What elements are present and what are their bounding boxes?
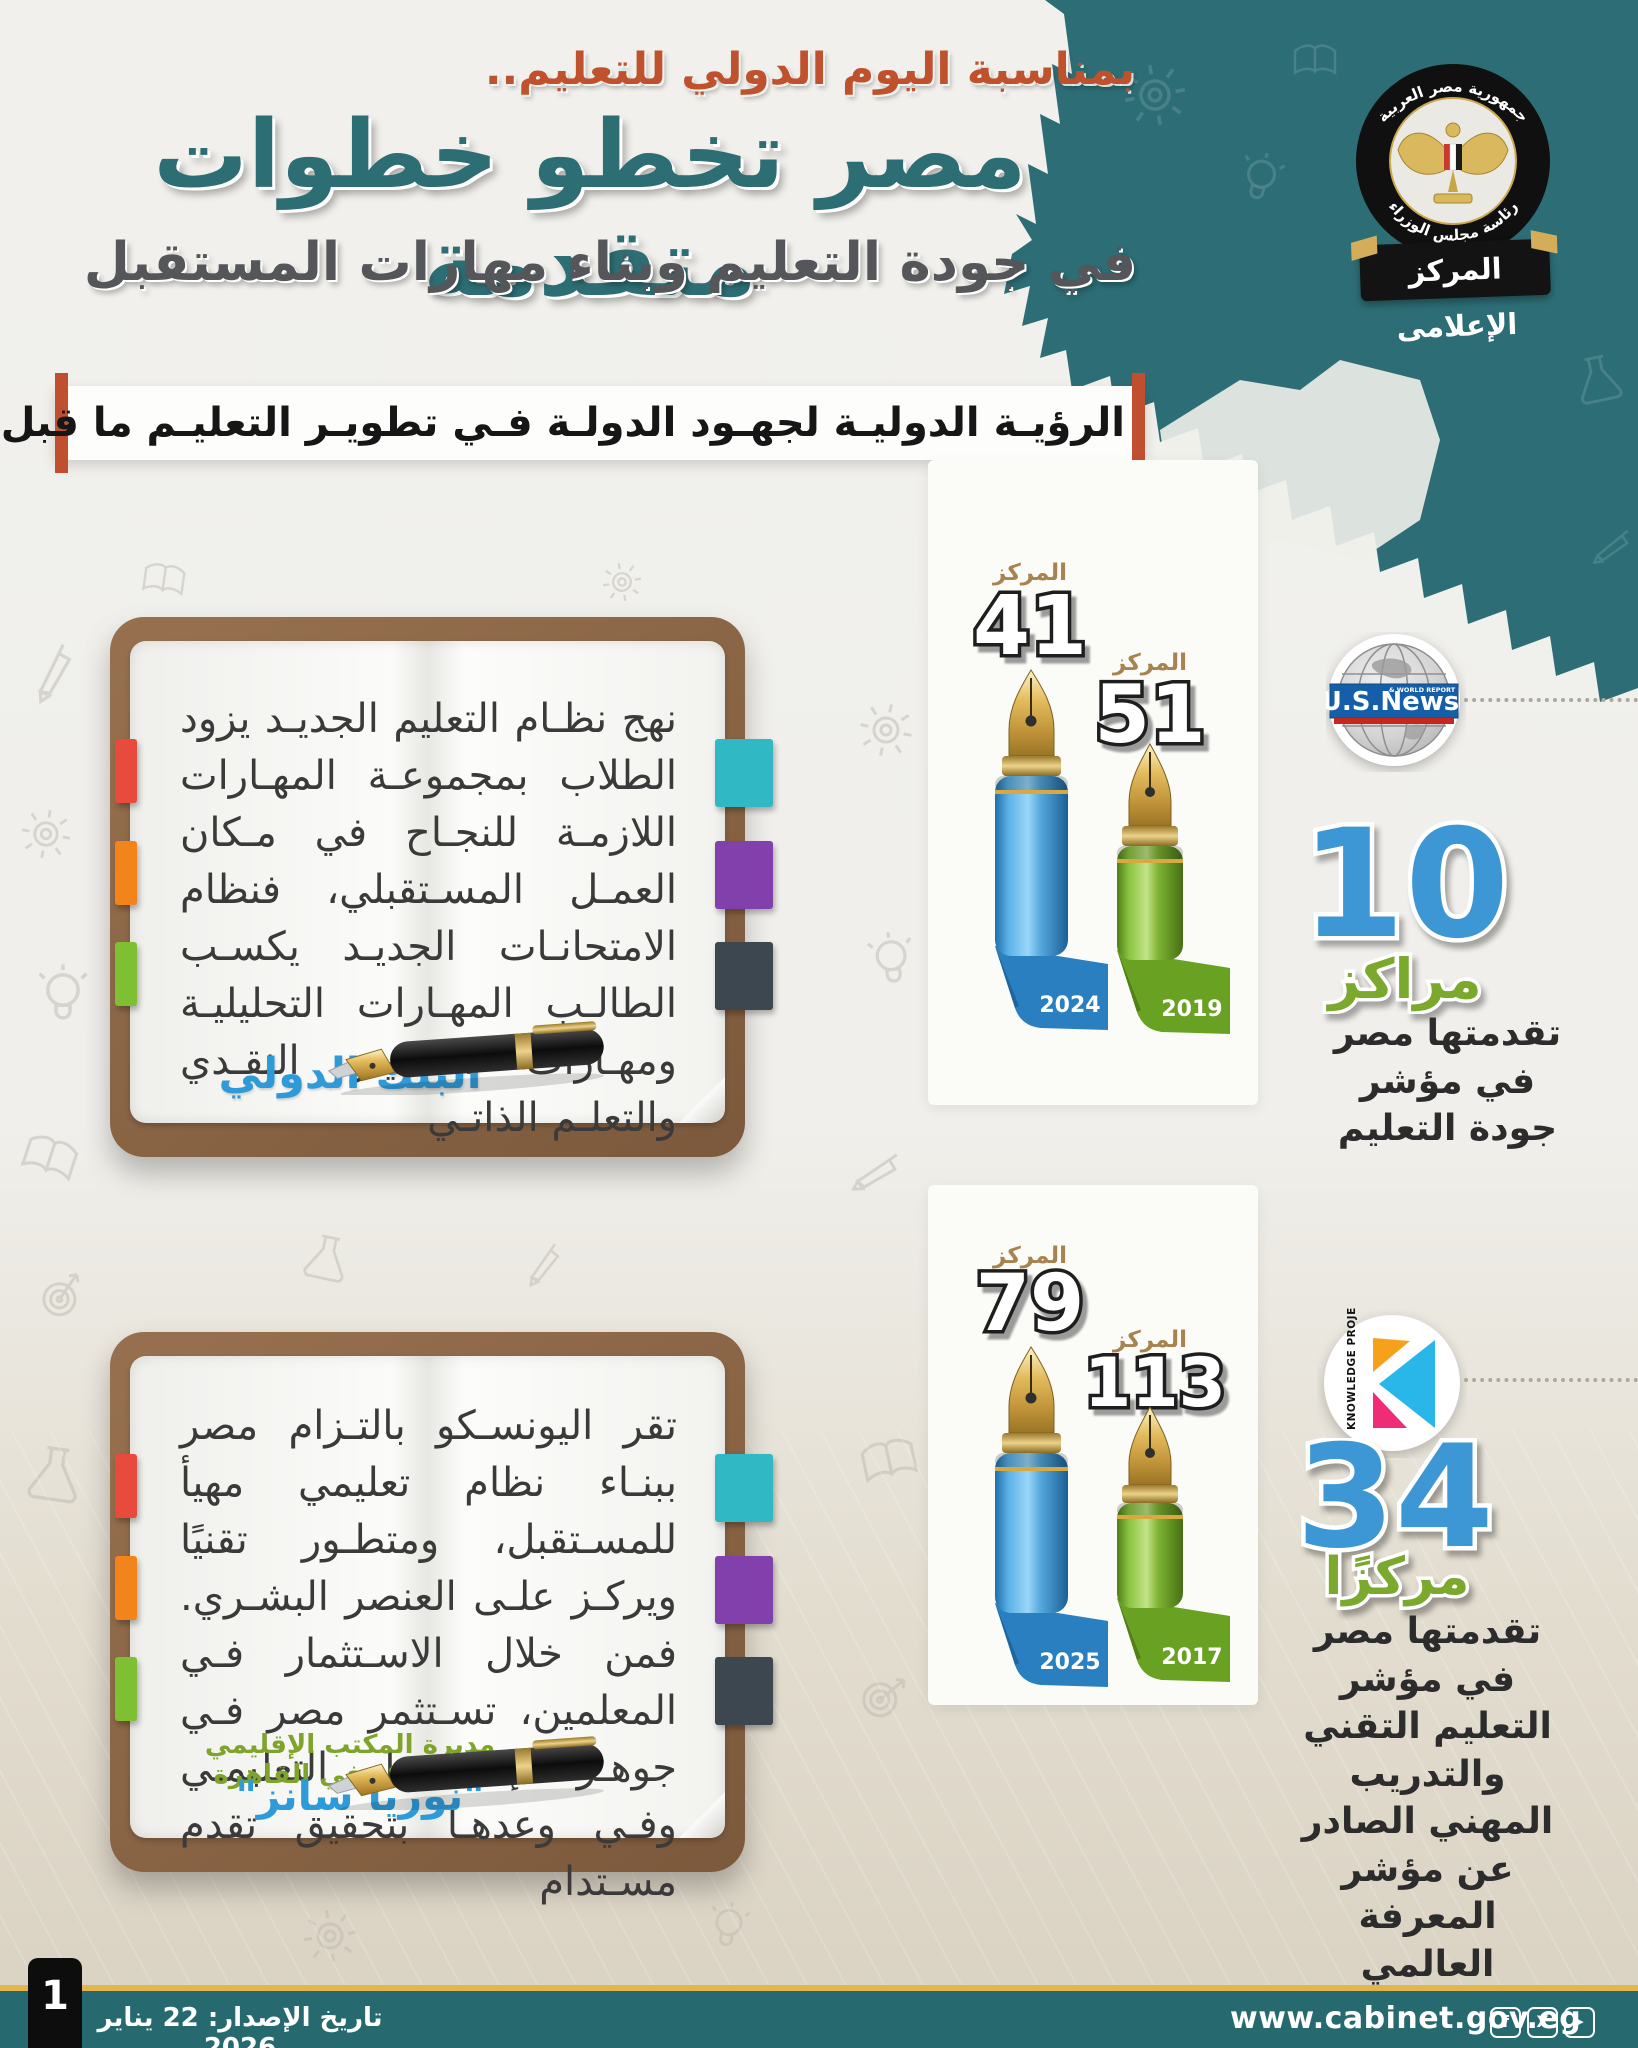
gear-icon: [850, 694, 921, 765]
target-icon: [27, 1263, 94, 1330]
gear-icon: [14, 802, 79, 867]
egypt-cabinet-emblem: جمهورية مصر العربية رئاسة مجلس الوزراء: [1356, 64, 1550, 258]
stat-unit-2: مركزًا: [1321, 1548, 1473, 1611]
svg-text:مركزًا: مركزًا: [1325, 1548, 1470, 1607]
media-center-label: المركز الإعلامى: [1396, 251, 1518, 346]
pen-bar-2024: 2024: [995, 669, 1108, 1030]
bookmark-tab: [115, 841, 137, 905]
stat-description-1: تقدمتها مصر في مؤشر جودة التعليم: [1333, 1013, 1562, 1150]
media-center-ribbon: المركز الإعلامى: [1359, 238, 1551, 345]
website-link[interactable]: www.cabinet.gov.eg: [1230, 2001, 1582, 2036]
bookmark-tab: [115, 739, 137, 803]
stat-number-2: 34: [1292, 1438, 1499, 1564]
svg-text:KNOWLEDGE PROJECT.: KNOWLEDGE PROJECT.: [1346, 1308, 1358, 1430]
page-number-tab: 1: [28, 1958, 82, 2048]
stat-unit-1: مراكز: [1322, 948, 1485, 1014]
footer-bar: [0, 1991, 1638, 2048]
fountain-pen-icon: [326, 1735, 607, 1810]
bookmark-tab: [715, 942, 773, 1010]
rank-label: المركز: [1113, 650, 1187, 676]
x-icon[interactable]: X: [1527, 2007, 1558, 2038]
svg-text:113: 113: [1084, 1348, 1226, 1422]
stat-number-1: 10: [1296, 820, 1514, 954]
quote-card-world-bank: نهج نظـام التعليم الجديـد يزود الطلاب بم…: [110, 617, 773, 1157]
pen-bar-2019: 2019: [1117, 742, 1230, 1034]
section-banner: الرؤيـة الدوليـة لجهـود الدولـة فـي تطوي…: [0, 373, 1145, 473]
quote-card-unesco: تقر اليونسـكو بالتـزام مصر ببنـاء نظام ت…: [110, 1332, 773, 1905]
svg-text:34: 34: [1296, 1438, 1494, 1564]
footer-gold-line: [0, 1985, 1638, 1991]
svg-text:79: 79: [976, 1266, 1085, 1346]
svg-text:& WORLD REPORT: & WORLD REPORT: [1389, 686, 1456, 694]
bookmark-tab: [115, 1454, 137, 1518]
svg-text:10: 10: [1301, 820, 1510, 954]
fountain-pen-icon: [326, 1020, 607, 1095]
svg-text:2025: 2025: [1039, 1650, 1100, 1675]
quote-text: تقر اليونسـكو بالتـزام مصر ببنـاء نظام ت…: [180, 1403, 677, 1905]
facebook-icon[interactable]: f: [1490, 2007, 1521, 2038]
dotted-separator: [1464, 698, 1638, 702]
bookmark-tab: [115, 942, 137, 1006]
svg-text:مراكز: مراكز: [1325, 948, 1481, 1011]
bookmark-tab: [715, 841, 773, 909]
pen-bar-2017: 2017: [1117, 1405, 1230, 1682]
bookmark-tab: [715, 1657, 773, 1725]
pencil-icon: [518, 1234, 573, 1289]
eagle-icon: [1397, 122, 1509, 204]
pen-bar-2025: 2025: [995, 1346, 1108, 1687]
rank-label: المركز: [993, 560, 1067, 586]
bookmark-tab: [715, 1454, 773, 1522]
youtube-icon[interactable]: ▶: [1564, 2007, 1595, 2038]
release-date: تاريخ الإصدار: 22 يناير 2026: [97, 2003, 383, 2048]
knowledge-project-logo: KNOWLEDGE PROJECT.: [1324, 1308, 1460, 1451]
book-icon: [12, 1120, 88, 1196]
rank-value-2024: 41: [969, 586, 1090, 670]
flask-icon: [295, 1225, 359, 1289]
bookmark-tab: [715, 739, 773, 807]
lightbulb-icon: [28, 962, 98, 1032]
lightbulb-icon: [856, 926, 928, 998]
k-mark-icon: [1373, 1338, 1435, 1428]
svg-text:U.S.News: U.S.News: [1326, 687, 1459, 717]
svg-text:41: 41: [973, 586, 1087, 670]
bookmark-tab: [115, 1556, 137, 1620]
usnews-logo: U.S.News & WORLD REPORT: [1326, 634, 1460, 766]
rank-label: المركز: [1113, 1327, 1187, 1353]
rank-label: المركز: [993, 1243, 1067, 1269]
svg-text:2024: 2024: [1039, 993, 1100, 1018]
svg-text:2017: 2017: [1161, 1645, 1222, 1670]
dotted-separator: [1464, 1378, 1638, 1382]
page-title: مصر تخطو خطوات متقدمة: [153, 101, 1027, 319]
banner-title: الرؤيـة الدوليـة لجهـود الدولـة فـي تطوي…: [0, 400, 1125, 446]
svg-text:2019: 2019: [1161, 997, 1222, 1022]
page-subtitle: في جودة التعليم وبناء مهارات المستقبل: [83, 232, 1137, 293]
banner-accent-left: [55, 373, 68, 473]
book-icon: [137, 553, 191, 607]
occasion-line: بمناسبة اليوم الدولي للتعليم..: [484, 44, 1136, 95]
banner-accent-right: [1132, 373, 1145, 473]
bookmark-tab: [115, 1657, 137, 1721]
bookmark-tab: [715, 1556, 773, 1624]
rank-value-2025: 79: [972, 1266, 1088, 1346]
book-icon: [1290, 36, 1340, 86]
stat-description-2: تقدمتها مصر في مؤشر التعليم التقني والتد…: [1301, 1611, 1554, 1985]
rank-value-2017: 113: [1081, 1348, 1230, 1422]
flask-icon: [1565, 345, 1631, 411]
pencil-icon: [843, 1133, 914, 1204]
pencil-icon: [1586, 516, 1638, 572]
gear-icon: [597, 557, 648, 608]
